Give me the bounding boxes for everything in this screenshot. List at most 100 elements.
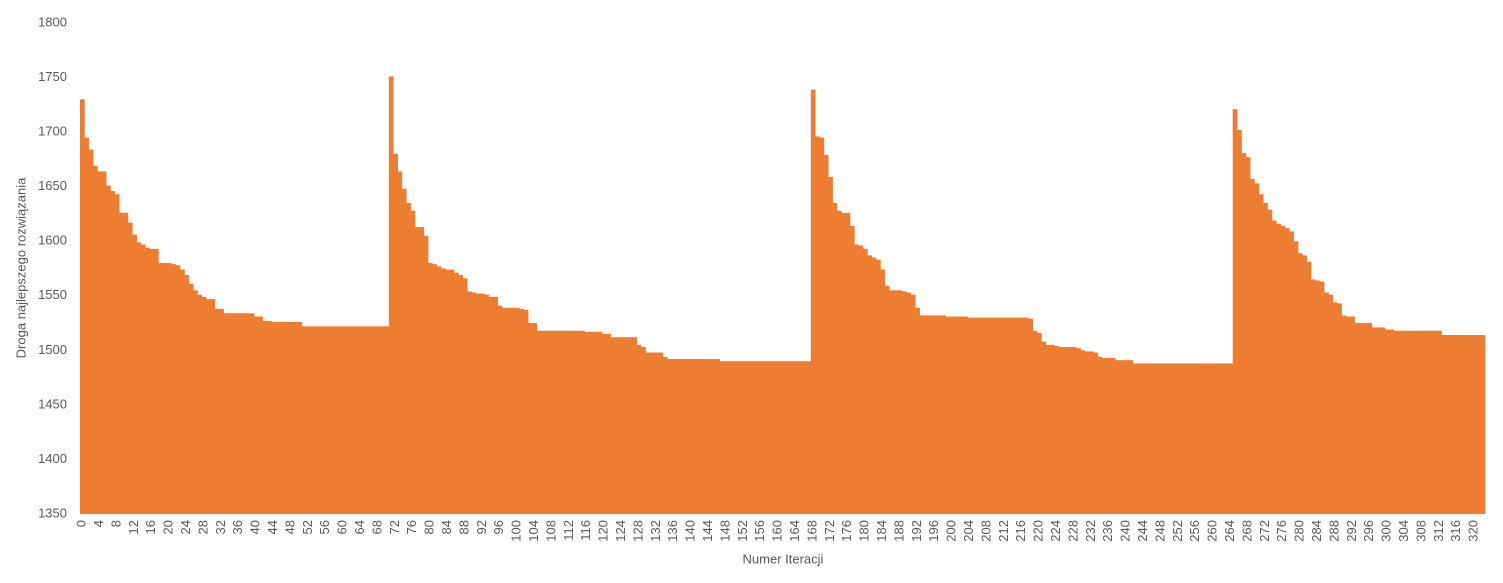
bar — [954, 316, 960, 514]
bar — [493, 296, 498, 514]
x-tick-label: 248 — [1152, 520, 1167, 542]
bar — [1271, 220, 1277, 515]
bar — [728, 361, 733, 514]
bar — [284, 321, 290, 514]
bar — [1393, 330, 1399, 514]
bar — [932, 315, 938, 514]
bar — [175, 265, 181, 514]
bar — [832, 203, 838, 515]
bar — [349, 326, 355, 514]
bar — [1350, 316, 1355, 514]
bar — [1010, 317, 1016, 514]
bar — [414, 227, 420, 514]
bar — [258, 316, 264, 514]
y-tick-label: 1350 — [38, 505, 67, 520]
x-tick-label: 244 — [1135, 520, 1150, 542]
bar — [754, 361, 759, 514]
bar — [1441, 335, 1447, 514]
bar — [562, 330, 568, 514]
x-tick-label: 296 — [1361, 520, 1376, 542]
x-tick-label: 200 — [944, 520, 959, 542]
bar — [636, 344, 642, 514]
bar — [554, 330, 559, 514]
bar — [166, 263, 172, 514]
bar — [1032, 330, 1038, 514]
bar — [997, 317, 1003, 514]
x-tick-label: 236 — [1100, 520, 1115, 542]
bar — [132, 234, 137, 515]
bar — [928, 315, 933, 514]
bar — [871, 257, 877, 514]
bar — [475, 293, 481, 514]
bar — [684, 359, 690, 514]
bar — [1276, 223, 1281, 514]
bar — [236, 313, 242, 514]
bar — [1050, 344, 1055, 514]
bar — [1080, 350, 1086, 514]
bar — [297, 321, 303, 514]
bar — [867, 255, 873, 514]
bar — [340, 326, 346, 514]
bar — [1058, 347, 1064, 514]
bar — [1367, 323, 1373, 514]
bar — [1384, 329, 1390, 514]
bar — [1480, 335, 1486, 514]
bar — [532, 323, 538, 514]
x-tick-label: 120 — [596, 520, 611, 542]
bar — [427, 263, 433, 514]
bar — [180, 269, 185, 514]
bar — [1023, 317, 1029, 514]
bar — [501, 307, 507, 514]
bar — [897, 290, 903, 514]
bar — [1258, 194, 1264, 514]
bar — [1337, 303, 1342, 514]
x-tick-label: 184 — [874, 520, 889, 542]
x-tick-label: 128 — [630, 520, 645, 542]
bar — [1297, 253, 1303, 515]
bar — [188, 283, 194, 514]
bar — [1019, 317, 1025, 514]
x-tick-label: 224 — [1048, 520, 1063, 542]
bar — [497, 305, 503, 514]
x-tick-label: 188 — [891, 520, 906, 542]
bar — [1293, 241, 1299, 514]
bar — [1371, 327, 1377, 514]
bar — [793, 361, 799, 514]
bar — [893, 290, 899, 514]
y-tick-label: 1500 — [38, 342, 67, 357]
bar — [945, 316, 951, 514]
x-tick-label: 240 — [1118, 520, 1133, 542]
x-tick-label: 228 — [1065, 520, 1080, 542]
bar — [584, 331, 590, 514]
x-tick-label: 8 — [108, 520, 123, 527]
x-tick-label: 204 — [961, 520, 976, 542]
x-tick-label: 112 — [561, 520, 576, 541]
x-tick-label: 28 — [195, 520, 210, 534]
bar — [615, 337, 620, 514]
bar — [880, 269, 886, 514]
bar — [467, 291, 472, 514]
bar — [232, 313, 237, 514]
bar — [288, 321, 294, 514]
bar — [1254, 183, 1260, 515]
bar — [575, 330, 581, 514]
bar — [1089, 351, 1094, 514]
bar — [1315, 280, 1321, 514]
x-tick-label: 304 — [1396, 520, 1411, 542]
x-tick-label: 264 — [1222, 520, 1237, 542]
bar — [910, 294, 916, 514]
bar — [1241, 152, 1247, 514]
bar — [680, 359, 686, 514]
x-tick-label: 308 — [1413, 520, 1428, 542]
bar — [697, 359, 703, 514]
x-tick-label: 176 — [839, 520, 854, 542]
bar — [541, 330, 546, 514]
bar — [1097, 356, 1103, 514]
bar — [1054, 345, 1060, 514]
bar — [949, 316, 955, 514]
bar — [301, 326, 307, 514]
bar — [1041, 341, 1047, 514]
bar — [980, 317, 986, 514]
bar — [1150, 363, 1155, 514]
